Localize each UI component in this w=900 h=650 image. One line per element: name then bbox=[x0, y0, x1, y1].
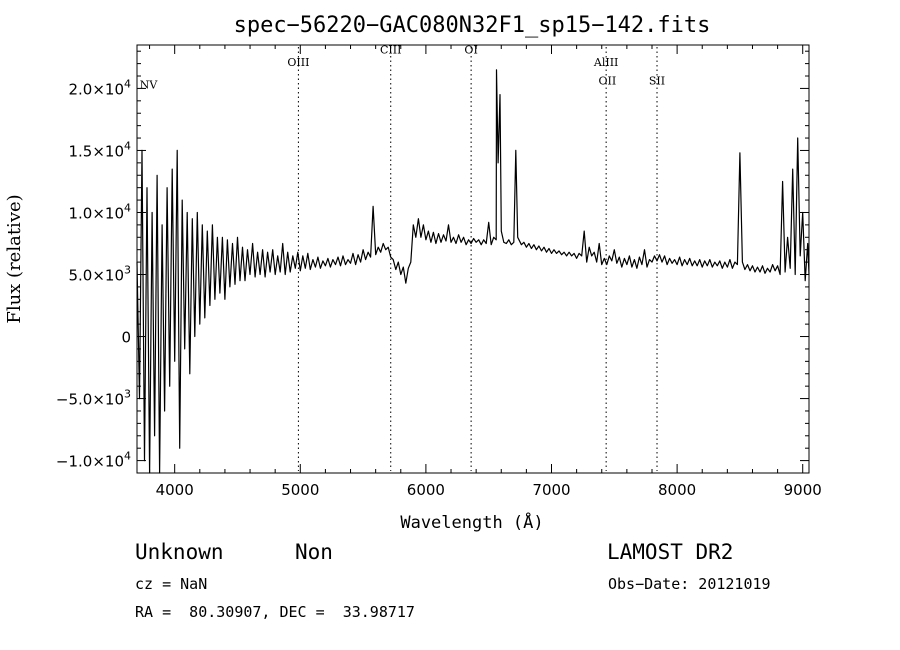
spectrum-line bbox=[136, 69, 810, 474]
x-tick-label-3: 7000 bbox=[532, 481, 570, 499]
y-tick-label-5: 1.5×104 bbox=[68, 139, 131, 160]
redshift-cz: cz = NaN bbox=[135, 575, 208, 593]
x-tick-label-2: 6000 bbox=[407, 481, 445, 499]
observation-date: Obs−Date: 20121019 bbox=[608, 575, 771, 593]
y-tick-label-3: 5.0×103 bbox=[68, 264, 131, 285]
x-tick-label-1: 5000 bbox=[281, 481, 319, 499]
x-tick-label-5: 9000 bbox=[784, 481, 822, 499]
line-label-OIII: OIII bbox=[287, 56, 309, 69]
x-tick-label-4: 8000 bbox=[658, 481, 696, 499]
object-subclass: Non bbox=[295, 540, 333, 564]
line-label-SII: SII bbox=[649, 75, 665, 88]
plot-frame bbox=[136, 44, 810, 474]
y-axis-label: Flux (relative) bbox=[4, 194, 25, 323]
y-tick-label-1: −5.0×103 bbox=[56, 388, 131, 409]
chart-title: spec−56220−GAC080N32F1_sp15−142.fits bbox=[234, 13, 711, 38]
line-label-NV: NV bbox=[140, 78, 159, 91]
survey-name: LAMOST DR2 bbox=[607, 540, 734, 564]
line-label-OI: OI bbox=[464, 44, 477, 57]
coordinates: RA = 80.30907, DEC = 33.98717 bbox=[135, 603, 415, 621]
line-label-CIII: CIII bbox=[380, 44, 401, 57]
object-class: Unknown bbox=[135, 540, 224, 564]
y-tick-label-6: 2.0×104 bbox=[68, 77, 131, 98]
line-label-OII: OII bbox=[599, 75, 617, 88]
y-tick-label-4: 1.0×104 bbox=[68, 201, 131, 222]
y-tick-label-0: −1.0×104 bbox=[56, 450, 131, 471]
y-axis: −1.0×104 −5.0×103 0 5.0×103 1.0×104 1.5×104 2.… bbox=[56, 50, 809, 471]
line-label-AlIII: AlIII bbox=[593, 56, 619, 69]
x-axis-label: Wavelength (Å) bbox=[400, 511, 543, 533]
x-axis: 4000 5000 6000 7000 8000 9000 bbox=[149, 45, 822, 499]
y-tick-label-2: 0 bbox=[121, 329, 131, 347]
x-tick-label-0: 4000 bbox=[156, 481, 194, 499]
